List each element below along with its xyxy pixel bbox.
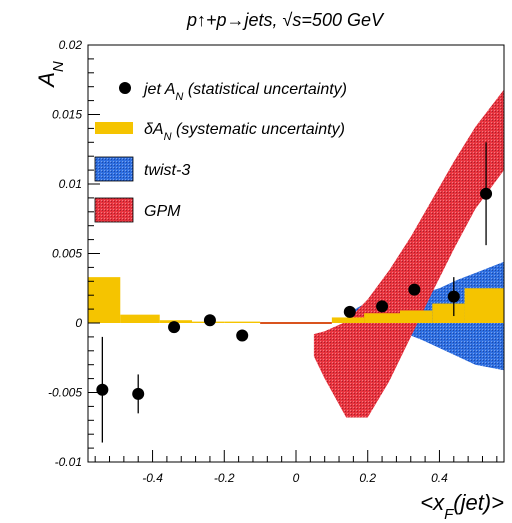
legend-label-3: GPM	[144, 203, 181, 220]
x-tick-label: 0	[293, 471, 300, 485]
legend-label-1: δAN (systematic uncertainty)	[144, 121, 345, 143]
legend-label-2: twist-3	[144, 162, 190, 179]
systematic-bar-1	[120, 314, 160, 323]
systematic-bar-0	[88, 277, 121, 323]
x-tick-label: -0.4	[142, 471, 163, 485]
y-tick-label: 0.015	[52, 108, 82, 122]
legend-marker-twist3	[94, 156, 134, 182]
data-point-1	[132, 387, 145, 400]
x-tick-label: -0.2	[214, 471, 235, 485]
systematic-bar-4	[224, 321, 261, 323]
data-point-5	[343, 305, 356, 318]
x-tick-label: 0.2	[359, 471, 376, 485]
systematic-bar-5	[331, 317, 365, 323]
data-point-4	[236, 329, 249, 342]
legend-marker-gpm	[94, 197, 134, 223]
y-tick-label: 0.02	[59, 38, 83, 52]
chart-title: p↑+p→jets, √s=500 GeV	[186, 10, 385, 30]
systematic-bars	[88, 277, 504, 323]
data-point-2	[168, 321, 181, 334]
data-point-7	[408, 283, 421, 296]
systematic-bar-9	[464, 288, 504, 323]
data-point-8	[447, 290, 460, 303]
gpm-band	[313, 89, 504, 418]
y-tick-label: -0.005	[48, 386, 82, 400]
systematic-bar-8	[432, 303, 465, 323]
data-points	[96, 142, 493, 443]
x-axis-label: <xF(jet)>	[420, 490, 504, 523]
y-tick-label: 0.005	[52, 247, 82, 261]
data-point-6	[376, 300, 389, 313]
y-tick-label: 0.01	[59, 177, 82, 191]
data-point-0	[96, 383, 109, 396]
legend-marker-dot	[119, 82, 131, 94]
y-axis-label: AN	[34, 61, 67, 89]
systematic-bar-7	[400, 310, 433, 323]
data-point-3	[203, 314, 216, 327]
legend: jet AN (statistical uncertainty) δAN (sys…	[94, 81, 347, 223]
systematic-bar-6	[364, 313, 400, 323]
legend-marker-systematic	[95, 122, 133, 134]
y-tick-label: -0.01	[55, 455, 82, 469]
data-point-9	[480, 187, 493, 200]
legend-label-0: jet AN (statistical uncertainty)	[142, 81, 347, 103]
x-tick-label: 0.4	[431, 471, 448, 485]
y-tick-label: 0	[75, 316, 82, 330]
axis-ticks: -0.4 -0.2 0 0.2 0.4 -0.01 -0.005 0 0.005 0.01 0.01…	[48, 38, 498, 485]
